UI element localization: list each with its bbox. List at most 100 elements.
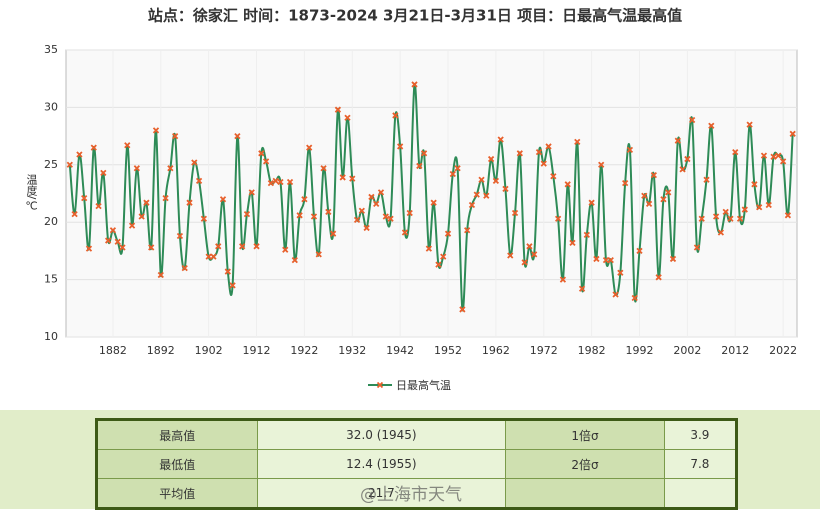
- table-cell: 2倍σ: [505, 449, 665, 479]
- marker: [416, 162, 423, 170]
- marker: [540, 160, 547, 167]
- marker: [665, 189, 672, 196]
- marker: [760, 152, 768, 159]
- marker: [162, 194, 169, 202]
- marker: [95, 202, 102, 210]
- marker: [229, 282, 236, 289]
- stats-panel: 最高值 32.0 (1945) 1倍σ 3.9 最低值 12.4 (1955) 2倍σ 7.8…: [0, 410, 820, 510]
- y-axis-label: 温度/℃: [25, 173, 38, 212]
- marker: [703, 176, 710, 183]
- marker: [779, 158, 787, 165]
- table-cell: 21.7: [256, 478, 507, 509]
- marker: [172, 132, 179, 140]
- marker: [205, 253, 212, 260]
- marker: [464, 227, 471, 234]
- marker: [440, 253, 447, 260]
- marker: [66, 161, 73, 168]
- marker: [727, 215, 734, 222]
- x-tick-label: 2002: [673, 344, 701, 357]
- x-tick-label: 1962: [482, 344, 510, 357]
- marker: [148, 244, 155, 251]
- marker: [454, 165, 461, 172]
- marker: [128, 222, 136, 229]
- marker: [387, 215, 394, 222]
- marker: [310, 213, 318, 220]
- marker: [243, 211, 251, 218]
- y-tick-label: 35: [44, 43, 58, 56]
- table-cell: 3.9: [663, 419, 738, 450]
- marker: [152, 127, 160, 134]
- table-cell: [663, 478, 738, 509]
- marker: [468, 201, 476, 209]
- marker: [645, 200, 653, 207]
- marker: [219, 196, 227, 203]
- marker: [368, 193, 375, 201]
- marker: [85, 245, 93, 252]
- marker: [100, 169, 107, 176]
- marker: [684, 155, 691, 163]
- x-tick-label: 1922: [290, 344, 318, 357]
- marker: [607, 256, 614, 264]
- marker: [167, 165, 174, 172]
- marker: [502, 185, 509, 193]
- marker: [329, 230, 337, 237]
- marker: [736, 215, 744, 222]
- y-tick-label: 10: [44, 330, 58, 343]
- legend-label: 日最高气温: [396, 378, 451, 392]
- marker: [133, 165, 140, 172]
- y-tick-label: 20: [44, 215, 58, 228]
- legend-marker: [376, 381, 384, 389]
- marker: [617, 269, 624, 276]
- marker: [487, 155, 495, 163]
- marker: [296, 212, 303, 219]
- marker: [76, 151, 83, 158]
- marker: [756, 204, 763, 211]
- marker: [325, 208, 332, 216]
- marker: [143, 199, 150, 206]
- marker: [746, 121, 753, 128]
- marker: [282, 246, 289, 253]
- marker: [181, 264, 188, 272]
- marker: [564, 181, 571, 188]
- marker: [306, 144, 313, 151]
- x-tick-label: 1902: [195, 344, 223, 357]
- marker: [669, 255, 677, 263]
- marker: [186, 199, 193, 206]
- marker: [119, 244, 126, 251]
- marker: [104, 237, 112, 244]
- marker: [267, 180, 275, 187]
- marker: [358, 207, 365, 214]
- marker: [770, 153, 777, 160]
- x-tick-label: 1992: [626, 344, 654, 357]
- marker: [277, 178, 284, 186]
- x-tick-label: 1932: [338, 344, 366, 357]
- marker: [497, 136, 504, 143]
- marker: [353, 216, 361, 224]
- watermark: @上海市天气: [360, 485, 462, 505]
- marker: [114, 238, 121, 245]
- marker: [765, 201, 772, 209]
- marker: [401, 229, 409, 236]
- table-cell: 最高值: [96, 419, 258, 450]
- marker: [526, 243, 533, 250]
- marker: [138, 213, 145, 220]
- table-cell: 最低值: [96, 449, 258, 479]
- line: [68, 83, 794, 312]
- marker: [535, 149, 543, 156]
- marker: [478, 176, 485, 183]
- marker: [789, 130, 796, 137]
- marker: [253, 243, 260, 250]
- x-tick-label: 1982: [578, 344, 606, 357]
- marker: [631, 294, 638, 302]
- marker: [511, 209, 519, 217]
- marker: [473, 191, 480, 198]
- table-cell: 32.0 (1945): [256, 419, 507, 450]
- table-row: 最高值 32.0 (1945) 1倍σ 3.9: [96, 419, 738, 450]
- marker: [339, 174, 346, 181]
- marker: [301, 196, 308, 203]
- x-tick-label: 1912: [243, 344, 271, 357]
- marker: [655, 274, 662, 281]
- marker: [545, 143, 552, 150]
- marker: [392, 112, 399, 119]
- table-row: 平均值 21.7: [96, 478, 738, 509]
